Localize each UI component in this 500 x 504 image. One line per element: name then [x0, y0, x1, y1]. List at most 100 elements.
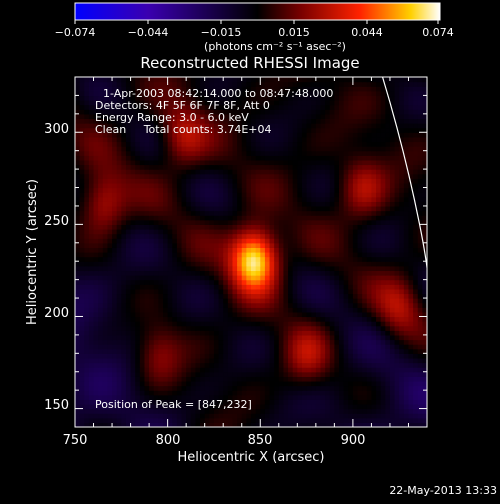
- heatmap-cell: [362, 165, 367, 170]
- heatmap-cell: [404, 344, 409, 349]
- heatmap-cell: [362, 316, 367, 321]
- heatmap-cell: [302, 280, 307, 285]
- heatmap-cell: [274, 247, 279, 252]
- heatmap-cell: [270, 220, 275, 225]
- heatmap-cell: [107, 330, 112, 335]
- heatmap-cell: [135, 257, 140, 262]
- heatmap-cell: [256, 367, 261, 372]
- heatmap-cell: [232, 206, 237, 211]
- heatmap-cell: [177, 280, 182, 285]
- heatmap-cell: [260, 146, 265, 151]
- heatmap-cell: [107, 386, 112, 391]
- heatmap-cell: [385, 395, 390, 400]
- heatmap-cell: [126, 169, 131, 174]
- heatmap-cell: [126, 303, 131, 308]
- heatmap-cell: [154, 293, 159, 298]
- heatmap-cell: [84, 178, 89, 183]
- heatmap-cell: [154, 174, 159, 179]
- heatmap-cell: [413, 266, 418, 271]
- heatmap-cell: [94, 178, 99, 183]
- heatmap-cell: [144, 390, 149, 395]
- heatmap-cell: [191, 330, 196, 335]
- heatmap-cell: [279, 367, 284, 372]
- heatmap-cell: [126, 243, 131, 248]
- heatmap-cell: [348, 243, 353, 248]
- heatmap-cell: [325, 188, 330, 193]
- heatmap-cell: [408, 206, 413, 211]
- heatmap-cell: [381, 335, 386, 340]
- heatmap-cell: [121, 247, 126, 252]
- heatmap-cell: [228, 376, 233, 381]
- heatmap-cell: [307, 376, 312, 381]
- heatmap-cell: [149, 201, 154, 206]
- heatmap-cell: [195, 252, 200, 257]
- heatmap-cell: [131, 386, 136, 391]
- heatmap-cell: [385, 326, 390, 331]
- heatmap-cell: [154, 275, 159, 280]
- heatmap-cell: [246, 349, 251, 354]
- heatmap-cell: [302, 151, 307, 156]
- heatmap-cell: [205, 293, 210, 298]
- heatmap-cell: [98, 363, 103, 368]
- heatmap-cell: [320, 293, 325, 298]
- heatmap-cell: [237, 165, 242, 170]
- heatmap-cell: [209, 293, 214, 298]
- heatmap-cell: [237, 141, 242, 146]
- heatmap-cell: [75, 395, 80, 400]
- heatmap-cell: [320, 211, 325, 216]
- heatmap-cell: [205, 201, 210, 206]
- heatmap-cell: [195, 303, 200, 308]
- heatmap-cell: [418, 197, 423, 202]
- heatmap-cell: [205, 220, 210, 225]
- heatmap-cell: [404, 252, 409, 257]
- heatmap-cell: [135, 197, 140, 202]
- heatmap-cell: [376, 335, 381, 340]
- heatmap-cell: [330, 275, 335, 280]
- heatmap-cell: [84, 284, 89, 289]
- heatmap-cell: [418, 335, 423, 340]
- heatmap-cell: [274, 128, 279, 133]
- heatmap-cell: [256, 399, 261, 404]
- heatmap-cell: [418, 178, 423, 183]
- heatmap-cell: [126, 390, 131, 395]
- heatmap-cell: [325, 220, 330, 225]
- heatmap-cell: [408, 367, 413, 372]
- heatmap-cell: [228, 261, 233, 266]
- heatmap-cell: [395, 211, 400, 216]
- heatmap-cell: [376, 160, 381, 165]
- heatmap-cell: [348, 215, 353, 220]
- heatmap-cell: [84, 381, 89, 386]
- heatmap-cell: [385, 183, 390, 188]
- heatmap-cell: [89, 247, 94, 252]
- heatmap-cell: [177, 252, 182, 257]
- heatmap-cell: [385, 234, 390, 239]
- heatmap-cell: [251, 141, 256, 146]
- heatmap-cell: [408, 201, 413, 206]
- heatmap-cell: [84, 238, 89, 243]
- heatmap-cell: [237, 367, 242, 372]
- heatmap-cell: [126, 381, 131, 386]
- heatmap-cell: [182, 211, 187, 216]
- heatmap-cell: [98, 261, 103, 266]
- heatmap-cell: [260, 326, 265, 331]
- heatmap-cell: [418, 409, 423, 414]
- heatmap-cell: [376, 169, 381, 174]
- heatmap-cell: [182, 220, 187, 225]
- heatmap-cell: [325, 404, 330, 409]
- heatmap-cell: [242, 289, 247, 294]
- heatmap-cell: [214, 247, 219, 252]
- heatmap-cell: [80, 363, 85, 368]
- heatmap-cell: [214, 192, 219, 197]
- heatmap-cell: [362, 183, 367, 188]
- heatmap-cell: [293, 146, 298, 151]
- heatmap-cell: [182, 298, 187, 303]
- heatmap-cell: [121, 316, 126, 321]
- heatmap-cell: [334, 247, 339, 252]
- heatmap-cell: [413, 367, 418, 372]
- heatmap-cell: [260, 386, 265, 391]
- heatmap-cell: [418, 261, 423, 266]
- heatmap-cell: [242, 321, 247, 326]
- heatmap-cell: [279, 353, 284, 358]
- heatmap-cell: [413, 280, 418, 285]
- heatmap-cell: [293, 372, 298, 377]
